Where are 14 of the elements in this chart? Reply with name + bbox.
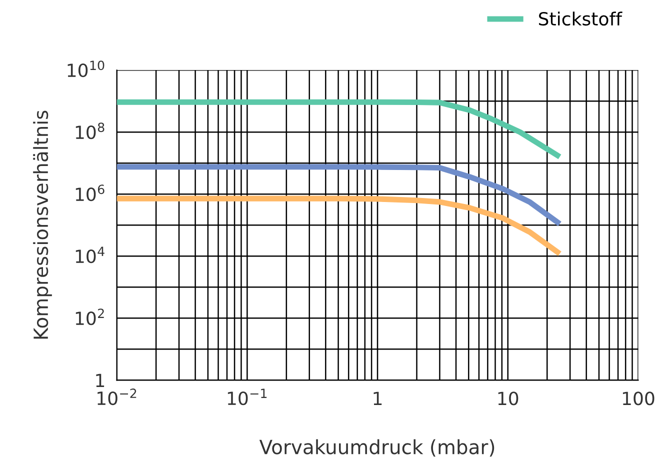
x-tick-label: 1 [374,392,382,405]
x-tick-label: 10 [498,392,518,406]
y-tick-label: 10$^{2}$ [76,308,104,326]
x-tick-label: 10$^{−1}$ [228,388,267,406]
x-axis-title: Vorvakuumdruck (mbar) [259,439,494,457]
y-tick-label: 10$^{4}$ [76,246,104,264]
y-tick-label: 10$^{10}$ [68,60,104,78]
y-axis-title: Kompressionsverhältnis [33,110,52,339]
y-tick-label: 10$^{8}$ [76,122,104,140]
y-tick-label: 10$^{6}$ [76,184,104,202]
y-tick-label: 1 [96,374,104,388]
x-tick-label: 100 [622,392,654,406]
x-tick-label: 10$^{−2}$ [98,388,136,406]
legend-label: Stickstoff [538,12,622,26]
